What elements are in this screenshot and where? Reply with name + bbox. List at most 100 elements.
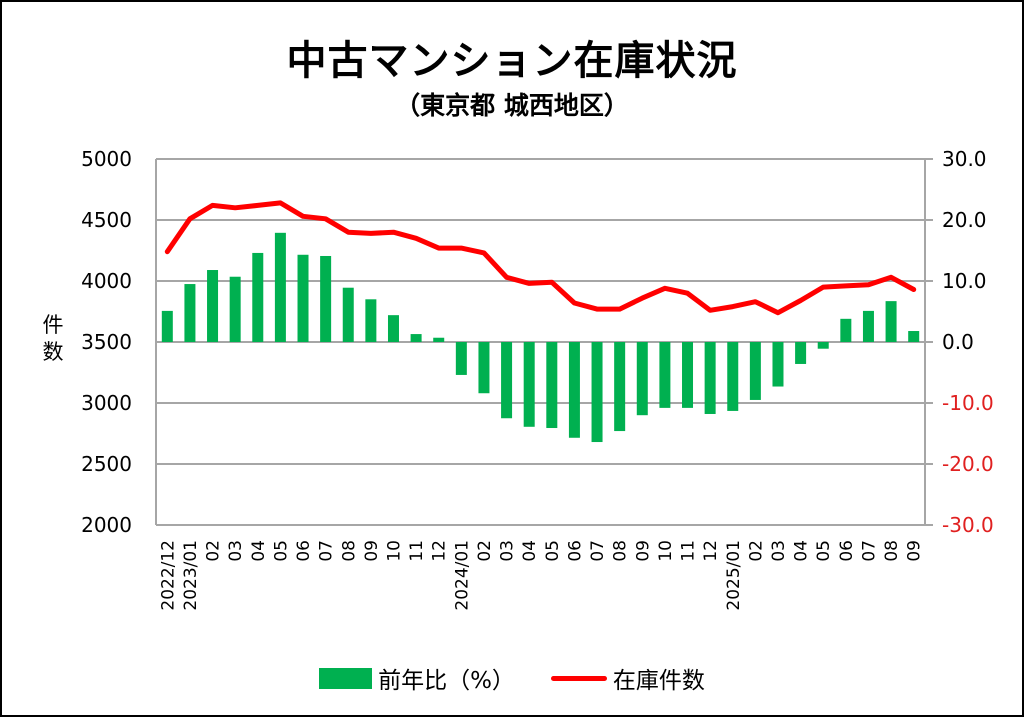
bar bbox=[523, 342, 535, 427]
bar bbox=[274, 232, 286, 342]
x-tick-label: 04 bbox=[792, 540, 812, 562]
x-tick-label: 12 bbox=[430, 540, 450, 562]
left-tick-label: 2000 bbox=[81, 513, 132, 537]
x-tick-label: 03 bbox=[226, 540, 246, 562]
x-tick-label: 12 bbox=[701, 540, 721, 562]
x-tick-label: 09 bbox=[905, 540, 925, 562]
bar bbox=[591, 342, 603, 443]
bar bbox=[207, 270, 219, 342]
bar bbox=[704, 342, 716, 414]
x-tick-label: 06 bbox=[565, 540, 585, 562]
left-tick-label: 3000 bbox=[81, 391, 132, 415]
x-tick-label: 06 bbox=[294, 540, 314, 562]
right-tick-label: -30.0 bbox=[942, 513, 994, 537]
bar bbox=[229, 276, 241, 342]
axes bbox=[155, 159, 926, 525]
legend-swatch-line bbox=[550, 675, 607, 681]
bar bbox=[636, 342, 648, 416]
x-tick-label: 2024/01 bbox=[452, 540, 472, 611]
x-tick-label: 04 bbox=[520, 540, 540, 562]
right-tick-label: 30.0 bbox=[942, 147, 987, 171]
inventory-line bbox=[164, 200, 917, 316]
x-tick-label: 2023/01 bbox=[181, 540, 201, 611]
bar bbox=[478, 342, 490, 394]
x-tick-label: 04 bbox=[249, 540, 269, 562]
x-tick-label: 10 bbox=[656, 540, 676, 562]
bar bbox=[862, 310, 874, 342]
x-axis-ticks: 2022/12 2023/01 02 03 04 05 06 07 08 09 10 11 12 2024… bbox=[158, 540, 924, 611]
left-tick-label: 3500 bbox=[81, 330, 132, 354]
bar bbox=[908, 331, 920, 342]
bar bbox=[659, 342, 671, 408]
bar bbox=[410, 334, 422, 342]
right-tick-label: -20.0 bbox=[942, 452, 994, 476]
legend-label-yoy: 前年比（%） bbox=[378, 668, 515, 694]
bar bbox=[387, 315, 399, 342]
legend-item-yoy[interactable]: 前年比（%） bbox=[319, 661, 515, 695]
bar bbox=[885, 301, 897, 342]
x-tick-label: 10 bbox=[385, 540, 405, 562]
bar bbox=[342, 287, 354, 342]
x-tick-label: 07 bbox=[860, 540, 880, 562]
bar bbox=[184, 284, 196, 342]
x-tick-label: 11 bbox=[407, 540, 427, 562]
chart-title: 中古マンション在庫状況 bbox=[286, 38, 738, 84]
legend-item-inventory[interactable]: 在庫件数 bbox=[515, 661, 705, 695]
left-tick-label: 2500 bbox=[81, 452, 132, 476]
bar bbox=[252, 252, 264, 342]
bar bbox=[840, 318, 852, 342]
x-tick-label: 03 bbox=[769, 540, 789, 562]
x-tick-label: 08 bbox=[339, 540, 359, 562]
x-tick-label: 09 bbox=[633, 540, 653, 562]
left-tick-label: 4500 bbox=[81, 208, 132, 232]
right-axis-ticks: 30.0 20.0 10.0 0.0 -10.0 -20.0 -30.0 bbox=[942, 147, 994, 537]
line-series bbox=[164, 200, 917, 316]
x-tick-label: 07 bbox=[317, 540, 337, 562]
bar bbox=[817, 342, 829, 349]
x-tick-label: 05 bbox=[814, 540, 834, 562]
bar bbox=[614, 342, 626, 432]
right-tick-label: 20.0 bbox=[942, 208, 987, 232]
bar-series bbox=[161, 232, 920, 443]
x-tick-label: 05 bbox=[543, 540, 563, 562]
bar bbox=[501, 342, 513, 419]
x-tick-label: 02 bbox=[204, 540, 224, 562]
bar bbox=[365, 299, 377, 342]
bar bbox=[568, 342, 580, 438]
right-tick-label: 10.0 bbox=[942, 269, 987, 293]
bar bbox=[455, 342, 467, 375]
gridlines bbox=[156, 158, 933, 526]
x-tick-label: 05 bbox=[271, 540, 291, 562]
right-tick-label: 0.0 bbox=[942, 330, 974, 354]
bar bbox=[297, 254, 309, 342]
x-tick-label: 09 bbox=[362, 540, 382, 562]
bar bbox=[682, 342, 694, 408]
x-tick-label: 08 bbox=[882, 540, 902, 562]
x-tick-label: 08 bbox=[611, 540, 631, 562]
x-tick-label: 06 bbox=[837, 540, 857, 562]
bar bbox=[320, 255, 332, 342]
legend-swatch-bar bbox=[319, 667, 373, 689]
legend: 前年比（%） 在庫件数 bbox=[0, 661, 1024, 695]
x-tick-label: 11 bbox=[679, 540, 699, 562]
x-tick-label: 03 bbox=[498, 540, 518, 562]
left-axis-label: 件数 bbox=[42, 313, 64, 364]
left-axis-ticks: 5000 4500 4000 3500 3000 2500 2000 bbox=[81, 147, 132, 537]
bar bbox=[433, 337, 445, 342]
bar bbox=[749, 342, 761, 400]
left-tick-label: 5000 bbox=[81, 147, 132, 171]
bar bbox=[772, 342, 784, 387]
bar bbox=[727, 342, 739, 411]
x-tick-label: 2022/12 bbox=[158, 540, 178, 611]
bar bbox=[546, 342, 558, 429]
x-tick-label: 2025/01 bbox=[724, 540, 744, 611]
bar bbox=[795, 342, 807, 364]
bar bbox=[161, 310, 173, 342]
legend-label-inventory: 在庫件数 bbox=[612, 668, 705, 694]
x-tick-label: 02 bbox=[475, 540, 495, 562]
left-tick-label: 4000 bbox=[81, 269, 132, 293]
x-tick-label: 07 bbox=[588, 540, 608, 562]
right-tick-label: -10.0 bbox=[942, 391, 994, 415]
chart-subtitle: （東京都 城西地区） bbox=[395, 91, 629, 120]
